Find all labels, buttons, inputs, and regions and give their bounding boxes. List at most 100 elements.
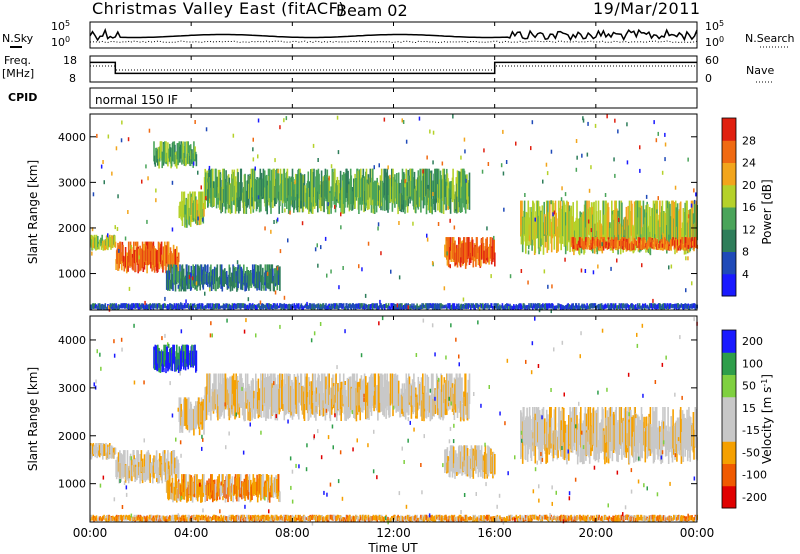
heatmap-cell xyxy=(426,233,428,238)
heatmap-cell xyxy=(426,237,429,242)
heatmap-cell xyxy=(250,168,253,205)
heatmap-cell xyxy=(209,303,212,308)
heatmap-cell xyxy=(590,228,593,233)
heatmap-cell xyxy=(414,514,416,520)
heatmap-cell xyxy=(601,242,603,247)
heatmap-cell xyxy=(578,303,580,309)
heatmap-cell xyxy=(638,456,640,461)
heatmap-cell xyxy=(134,241,137,246)
heatmap-cell xyxy=(235,181,237,202)
heatmap-cell xyxy=(248,474,251,493)
heatmap-cell xyxy=(436,303,439,310)
heatmap-cell xyxy=(316,170,318,203)
power-y-label: Slant Range [km] xyxy=(26,160,40,264)
nave-tick-0: 0 xyxy=(705,72,712,85)
heatmap-cell xyxy=(190,403,193,423)
heatmap-cell xyxy=(210,168,213,203)
colorbar-tick-label: 4 xyxy=(742,268,749,281)
heatmap-cell xyxy=(611,244,614,251)
heatmap-cell xyxy=(474,514,476,520)
heatmap-cell xyxy=(364,293,367,298)
heatmap-cell xyxy=(113,452,115,459)
heatmap-cell xyxy=(176,246,178,267)
heatmap-cell xyxy=(317,429,319,434)
heatmap-cell xyxy=(396,303,399,308)
heatmap-cell xyxy=(685,303,688,308)
station-title: Christmas Valley East (fitACF) xyxy=(92,0,345,18)
heatmap-cell xyxy=(340,212,342,217)
heatmap-cell xyxy=(295,518,298,522)
heatmap-cell xyxy=(678,237,681,249)
heatmap-cell xyxy=(529,415,531,445)
heatmap-cell xyxy=(244,402,246,421)
heatmap-cell xyxy=(645,194,648,199)
heatmap-cell xyxy=(104,303,107,309)
heatmap-cell xyxy=(417,307,420,310)
heatmap-cell xyxy=(625,307,628,310)
heatmap-cell xyxy=(239,303,241,308)
heatmap-cell xyxy=(252,157,255,162)
heatmap-cell xyxy=(145,164,147,169)
freq-tick-8: 8 xyxy=(69,72,76,85)
heatmap-cell xyxy=(367,241,370,246)
heatmap-cell xyxy=(133,450,135,471)
heatmap-cell xyxy=(496,504,498,509)
heatmap-cell xyxy=(220,264,223,285)
heatmap-cell xyxy=(491,516,494,521)
heatmap-cell xyxy=(646,486,648,491)
heatmap-cell xyxy=(222,474,224,493)
heatmap-cell xyxy=(187,193,189,216)
heatmap-cell xyxy=(462,297,465,302)
heatmap-cell xyxy=(342,266,344,270)
heatmap-cell xyxy=(581,430,583,435)
heatmap-cell xyxy=(212,303,215,309)
heatmap-cell xyxy=(484,442,486,447)
heatmap-cell xyxy=(490,274,492,279)
heatmap-cell xyxy=(531,120,534,125)
heatmap-cell xyxy=(614,118,616,123)
heatmap-cell xyxy=(593,238,596,246)
heatmap-cell xyxy=(313,434,315,439)
heatmap-cell xyxy=(197,216,199,221)
heatmap-cell xyxy=(505,519,507,522)
heatmap-cell xyxy=(259,300,262,305)
heatmap-cell xyxy=(111,452,114,458)
heatmap-cell xyxy=(190,273,192,278)
heatmap-cell xyxy=(385,516,388,521)
heatmap-cell xyxy=(642,200,645,243)
heatmap-cell xyxy=(532,307,534,310)
heatmap-cell xyxy=(545,444,547,464)
heatmap-cell xyxy=(134,306,136,309)
heatmap-cell xyxy=(167,519,169,522)
heatmap-cell xyxy=(103,180,105,185)
heatmap-cell xyxy=(114,241,117,248)
heatmap-cell xyxy=(377,222,380,227)
heatmap-cell xyxy=(217,169,220,198)
heatmap-cell xyxy=(158,159,160,169)
heatmap-cell xyxy=(420,463,422,467)
heatmap-cell xyxy=(432,192,434,196)
heatmap-cell xyxy=(413,305,416,309)
heatmap-cell xyxy=(202,437,204,442)
heatmap-cell xyxy=(174,264,176,285)
heatmap-cell xyxy=(504,421,506,426)
heatmap-cell xyxy=(143,467,145,481)
heatmap-cell xyxy=(452,439,455,444)
heatmap-cell xyxy=(465,514,468,520)
heatmap-cell xyxy=(126,304,128,308)
heatmap-cell xyxy=(636,414,639,447)
heatmap-cell xyxy=(241,303,244,308)
heatmap-cell xyxy=(425,168,427,197)
heatmap-cell xyxy=(447,237,449,257)
heatmap-cell xyxy=(418,518,421,522)
heatmap-cell xyxy=(126,450,129,471)
heatmap-cell xyxy=(458,514,461,520)
heatmap-cell xyxy=(471,239,474,257)
heatmap-cell xyxy=(206,373,208,414)
y-tick-label: 3000 xyxy=(58,176,86,189)
heatmap-cell xyxy=(588,188,591,193)
heatmap-cell xyxy=(487,162,490,166)
heatmap-cell xyxy=(317,158,319,162)
heatmap-cell xyxy=(160,141,163,161)
heatmap-cell xyxy=(661,306,663,310)
